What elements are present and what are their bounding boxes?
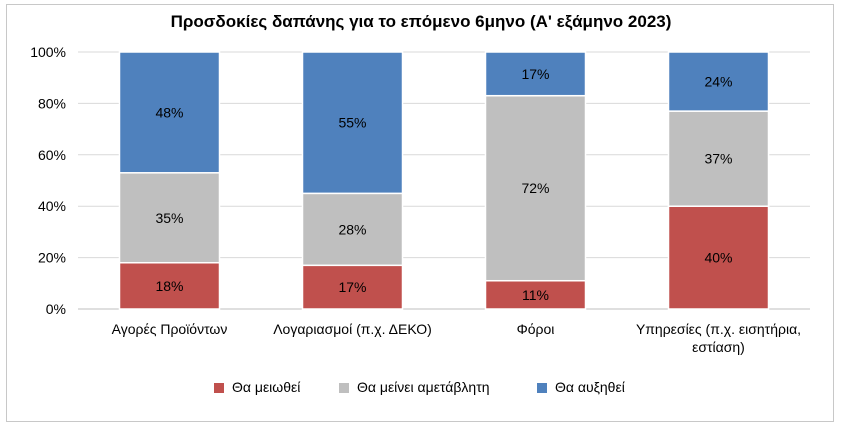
legend-swatch — [537, 383, 547, 393]
legend-swatch — [214, 383, 224, 393]
legend-item: Θα μειωθεί — [214, 379, 300, 395]
bar-segment — [118, 172, 221, 264]
x-tick-label: Φόροι — [517, 321, 555, 337]
y-tick-label: 60% — [38, 147, 66, 163]
legend-item: Θα αυξηθεί — [537, 379, 625, 395]
bars — [118, 51, 770, 310]
bar-segment — [667, 205, 770, 310]
legend-label: Θα αυξηθεί — [555, 379, 625, 395]
y-tick-label: 20% — [38, 250, 66, 266]
bar-segment — [301, 192, 404, 267]
bar-segment — [484, 94, 587, 282]
y-axis: 0% 20% 40% 60% 80% 100% — [30, 44, 66, 317]
chart-title: Προσδοκίες δαπάνης για το επόμενο 6μηνο … — [171, 12, 672, 31]
legend-label: Θα μειωθεί — [232, 379, 300, 395]
data-label: 18% — [155, 278, 183, 294]
legend-swatch — [339, 383, 349, 393]
legend-label: Θα μείνει αμετάβλητη — [357, 379, 490, 395]
y-tick-label: 100% — [30, 44, 66, 60]
y-tick-label: 0% — [46, 301, 66, 317]
data-labels: 18% 35% 48% 17% 28% 55% 11% 72% 17% 40% 37% 24% — [155, 66, 732, 303]
x-axis: Αγορές Προϊόντων Λογαριασμοί (π.χ. ΔΕΚΟ) Φ… — [112, 321, 801, 355]
legend-item: Θα μείνει αμετάβλητη — [339, 379, 490, 395]
bar-segment — [118, 51, 221, 174]
bar-segment — [667, 51, 770, 112]
bar-segment — [301, 51, 404, 195]
y-tick-label: 40% — [38, 198, 66, 214]
data-label: 24% — [704, 74, 732, 90]
bar-segment — [484, 279, 587, 310]
data-label: 11% — [522, 287, 549, 303]
bar-segment — [301, 264, 404, 310]
data-label: 48% — [155, 104, 183, 120]
data-label: 28% — [338, 221, 366, 237]
data-label: 40% — [704, 250, 732, 266]
data-label: 35% — [155, 210, 183, 226]
bar-segment — [484, 51, 587, 97]
x-tick-label: εστίαση) — [692, 339, 745, 355]
y-tick-label: 80% — [38, 95, 66, 111]
x-tick-label: Υπηρεσίες (π.χ. εισητήρια, — [636, 321, 801, 337]
data-label: 37% — [704, 151, 732, 167]
data-label: 55% — [338, 115, 366, 131]
data-label: 17% — [338, 279, 366, 295]
bar-segment — [667, 110, 770, 207]
x-tick-label: Αγορές Προϊόντων — [112, 321, 228, 337]
data-label: 72% — [521, 180, 549, 196]
bar-segment — [118, 261, 221, 310]
x-tick-label: Λογαριασμοί (π.χ. ΔΕΚΟ) — [273, 321, 432, 337]
data-label: 17% — [521, 66, 549, 82]
legend: Θα μειωθεί Θα μείνει αμετάβλητη Θα αυξηθεί — [214, 379, 625, 395]
